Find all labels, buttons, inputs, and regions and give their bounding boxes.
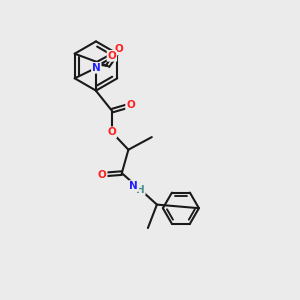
Text: O: O bbox=[98, 169, 107, 180]
Text: O: O bbox=[126, 100, 135, 110]
Text: O: O bbox=[115, 44, 124, 55]
Text: O: O bbox=[107, 51, 116, 61]
Text: H: H bbox=[136, 184, 145, 195]
Text: N: N bbox=[92, 63, 101, 73]
Text: N: N bbox=[129, 181, 138, 191]
Text: O: O bbox=[107, 127, 116, 137]
